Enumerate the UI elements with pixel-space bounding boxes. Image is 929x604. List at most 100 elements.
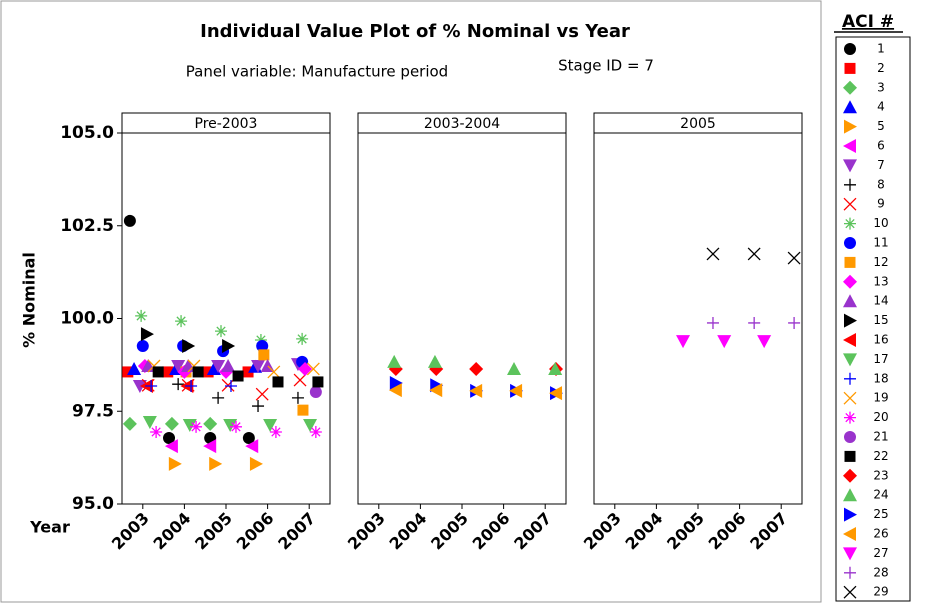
legend-marker	[843, 159, 857, 173]
marker	[706, 316, 719, 329]
marker	[182, 338, 196, 353]
legend-marker	[844, 566, 856, 579]
marker	[132, 380, 147, 394]
marker	[548, 361, 563, 375]
legend-label: 10	[873, 216, 888, 230]
marker	[150, 426, 163, 439]
marker	[122, 416, 137, 431]
marker	[171, 359, 186, 373]
marker	[163, 431, 176, 444]
marker	[429, 383, 443, 398]
panel-title: 2005	[680, 116, 716, 132]
legend-marker	[844, 62, 856, 74]
legend-label: 28	[873, 565, 888, 579]
legend-label: 7	[877, 158, 885, 172]
legend-label: 12	[873, 255, 888, 269]
legend-label: 17	[873, 352, 888, 366]
y-tick-label: 100.0	[60, 309, 114, 329]
panel-title: 2003-2004	[424, 116, 500, 132]
legend-marker	[843, 391, 857, 405]
legend-label: 13	[873, 274, 888, 288]
marker	[168, 456, 182, 471]
legend-label: 3	[877, 80, 885, 94]
marker	[203, 416, 218, 431]
legend-label: 2	[877, 61, 885, 75]
legend-label: 16	[873, 333, 888, 347]
marker	[221, 358, 236, 372]
panel	[121, 132, 331, 505]
y-tick-label: 95.0	[72, 494, 114, 514]
marker	[162, 366, 174, 378]
legend-label: 9	[877, 197, 885, 211]
legend-marker	[843, 527, 856, 541]
marker	[549, 386, 563, 401]
marker	[269, 426, 282, 439]
marker	[202, 366, 214, 378]
marker	[309, 426, 322, 439]
marker	[258, 349, 270, 361]
marker	[509, 383, 523, 398]
marker	[190, 420, 203, 433]
marker	[272, 376, 284, 388]
marker	[224, 380, 237, 393]
marker	[291, 391, 304, 404]
marker	[267, 365, 281, 379]
legend-marker	[843, 294, 857, 308]
legend-label: 5	[877, 119, 885, 133]
panel	[357, 132, 567, 505]
legend-marker	[843, 488, 857, 502]
marker	[263, 418, 278, 432]
legend-marker	[843, 139, 856, 153]
marker	[203, 439, 217, 454]
marker	[469, 383, 483, 398]
marker	[309, 385, 322, 398]
legend-marker	[844, 372, 856, 385]
legend-marker	[844, 217, 856, 230]
marker	[232, 370, 244, 382]
marker	[185, 380, 198, 393]
marker	[152, 366, 164, 378]
legend-marker	[843, 468, 857, 483]
y-axis-label: % Nominal	[20, 252, 39, 348]
marker	[296, 332, 309, 345]
marker	[249, 456, 263, 471]
marker	[145, 380, 158, 393]
chart-title: Individual Value Plot of % Nominal vs Ye…	[200, 21, 630, 42]
marker	[222, 338, 236, 353]
marker	[427, 354, 442, 368]
legend-marker	[844, 411, 856, 424]
x-axis-label: Year	[29, 518, 70, 537]
legend-marker	[843, 547, 857, 561]
legend-marker	[844, 43, 856, 55]
marker	[192, 366, 204, 378]
legend-label: 27	[873, 546, 888, 560]
legend-marker	[844, 256, 856, 268]
legend-marker	[844, 119, 857, 134]
marker	[676, 335, 691, 349]
legend-marker	[843, 353, 857, 367]
y-tick-label: 97.5	[72, 401, 114, 421]
marker	[175, 315, 188, 328]
marker	[507, 361, 521, 375]
legend-label: 23	[873, 468, 888, 482]
y-tick-label: 102.5	[60, 216, 114, 236]
legend-marker	[843, 585, 857, 599]
legend-label: 1	[877, 42, 885, 56]
marker	[223, 418, 238, 432]
marker	[182, 418, 197, 432]
marker	[757, 335, 772, 349]
marker	[123, 214, 136, 227]
legend-label: 29	[873, 585, 888, 599]
marker	[303, 418, 318, 432]
legend-label: 14	[873, 294, 888, 308]
marker	[706, 247, 720, 261]
legend-label: 4	[877, 100, 885, 114]
marker	[312, 376, 324, 388]
marker	[254, 334, 267, 347]
marker	[242, 366, 254, 378]
marker	[255, 387, 269, 401]
marker	[387, 354, 402, 368]
panel	[593, 132, 803, 505]
marker	[229, 420, 242, 433]
